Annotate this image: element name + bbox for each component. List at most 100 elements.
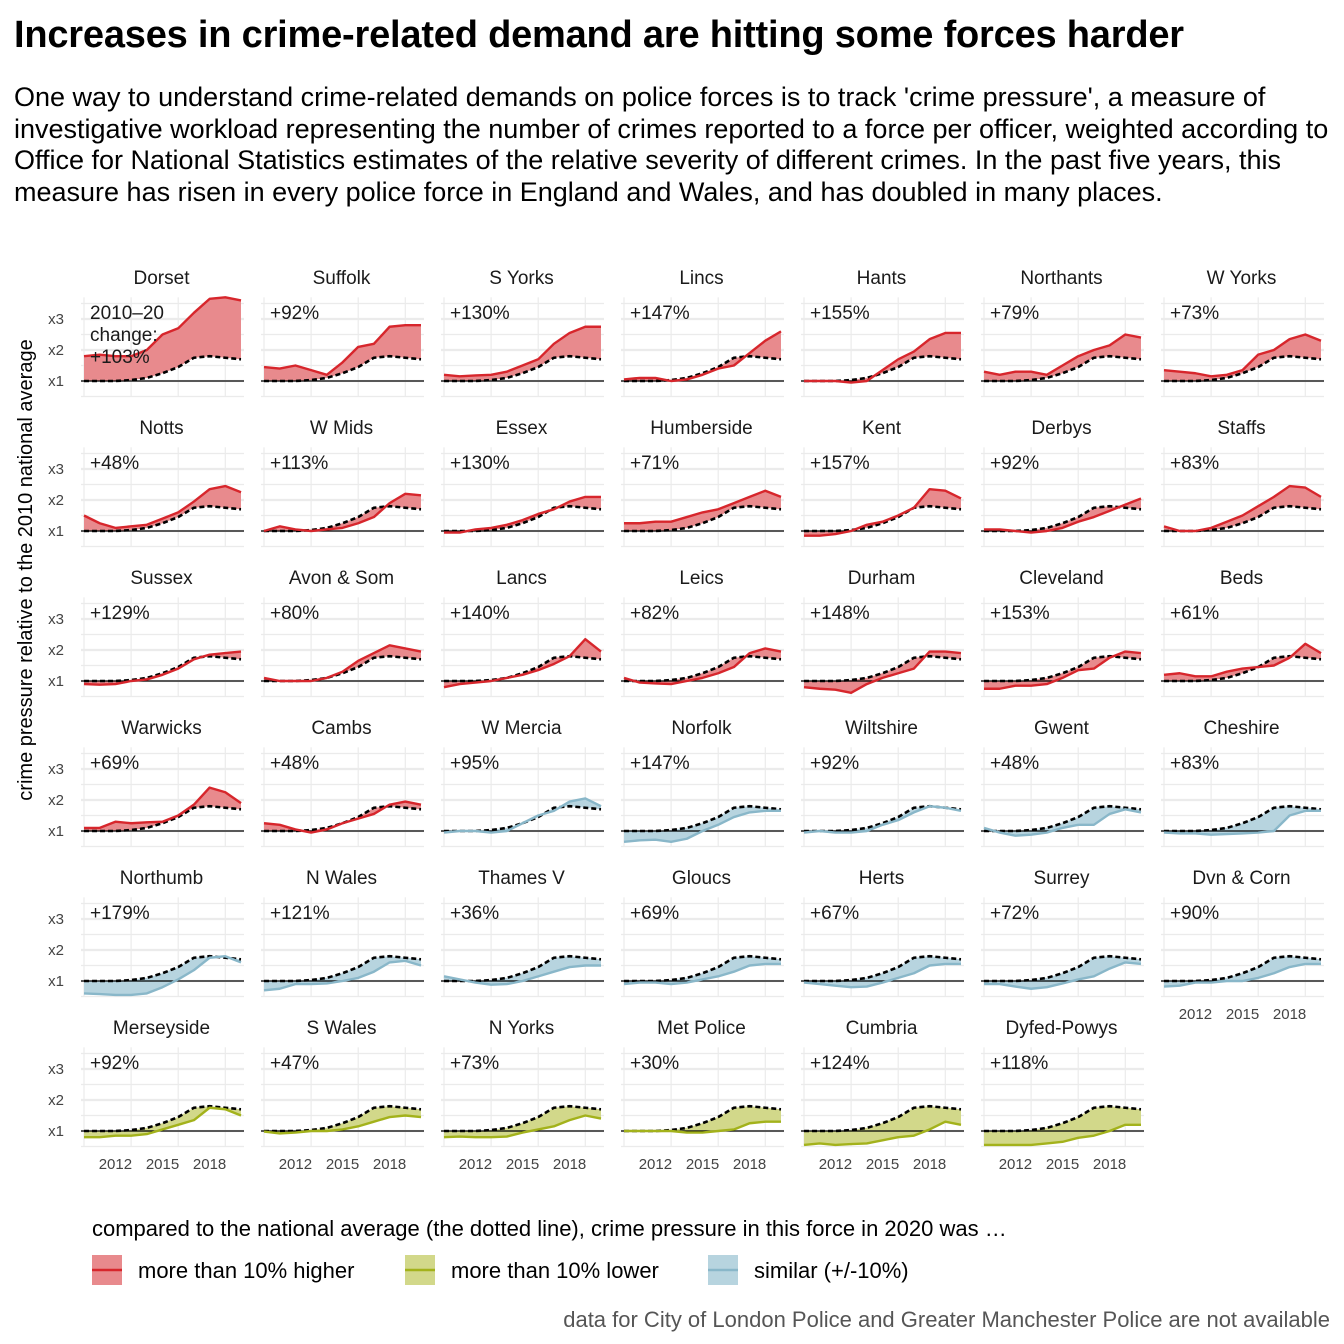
small-multiples-chart: crime pressure relative to the 2010 nati…: [15, 268, 1324, 1173]
difference-band-cheshire: [1164, 806, 1321, 835]
series-line-s-yorks: [443, 325, 601, 378]
legend-key-lower: [405, 1255, 435, 1285]
x-tick-label: 2015: [1226, 1006, 1259, 1023]
series-line-met-police: [624, 1120, 781, 1134]
x-tick-label: 2012: [639, 1156, 672, 1173]
national-average-line: [444, 354, 602, 383]
panel-title-gloucs: Gloucs: [672, 868, 731, 889]
x-tick-label: 2012: [279, 1156, 312, 1173]
panel-title-merseyside: Merseyside: [113, 1018, 210, 1039]
national-average-line: [264, 804, 422, 833]
series-line-gwent: [983, 808, 1142, 837]
national-average-line: [624, 954, 782, 983]
panel-title-w-yorks: W Yorks: [1207, 268, 1277, 289]
y-axis-title: crime pressure relative to the 2010 nati…: [15, 339, 37, 800]
y-tick-label: x1: [48, 1123, 64, 1140]
series-line-durham: [803, 650, 962, 694]
panel-title-norfolk: Norfolk: [671, 718, 732, 739]
change-label-w-mids: +113%: [270, 453, 328, 474]
y-tick-label: x2: [48, 1092, 64, 1109]
difference-band-gloucs: [624, 956, 781, 985]
change-label-lincs: +147%: [630, 303, 690, 324]
legend-label-lower: more than 10% lower: [451, 1258, 659, 1283]
y-tick-label: x2: [48, 642, 64, 659]
panel-title-gwent: Gwent: [1034, 718, 1090, 739]
y-tick-label: x3: [48, 1061, 64, 1078]
panel-title-thames-v: Thames V: [478, 868, 565, 889]
national-average-line: [264, 1104, 422, 1133]
difference-band-cumbria: [804, 1106, 961, 1145]
chart-subtitle: One way to understand crime-related dema…: [14, 82, 1329, 207]
x-tick-label: 2012: [1179, 1006, 1212, 1023]
series-line-lincs: [623, 330, 782, 383]
series-line-humberside: [624, 489, 782, 525]
panel-title-n-wales: N Wales: [306, 868, 377, 889]
change-label-gwent: +48%: [990, 753, 1039, 774]
national-average-line: [1164, 654, 1322, 683]
series-line-suffolk: [263, 324, 421, 376]
panel-title-n-yorks: N Yorks: [489, 1018, 554, 1039]
national-average-line: [84, 1104, 242, 1133]
change-label-note: change:: [90, 325, 158, 346]
legend-label-higher: more than 10% higher: [138, 1258, 355, 1283]
national-average-line: [624, 504, 782, 533]
difference-band-merseyside: [84, 1106, 241, 1138]
change-label-cambs: +48%: [270, 753, 319, 774]
difference-band-dorset: [84, 297, 241, 381]
series-line-northumb: [83, 955, 242, 997]
x-tick-label: 2012: [99, 1156, 132, 1173]
y-tick-label: x2: [48, 942, 64, 959]
panel-title-cleveland: Cleveland: [1019, 568, 1104, 589]
y-tick-label: x3: [48, 461, 64, 478]
difference-band-gwent: [984, 806, 1141, 836]
panel-title-lincs: Lincs: [679, 268, 723, 289]
y-tick-label: x1: [48, 523, 64, 540]
series-line-gloucs: [623, 962, 781, 986]
panel-title-staffs: Staffs: [1217, 418, 1265, 439]
x-tick-label: 2018: [1273, 1006, 1306, 1023]
national-average-line: [984, 354, 1142, 383]
x-tick-label: 2018: [733, 1156, 766, 1173]
change-label-dyfed-powys: +118%: [990, 1053, 1048, 1074]
change-label-norfolk: +147%: [630, 753, 690, 774]
series-line-cleveland: [984, 650, 1142, 690]
national-average-line: [804, 954, 962, 983]
panel-title-dorset: Dorset: [134, 268, 191, 289]
national-average-line: [624, 804, 782, 833]
change-label-durham: +148%: [810, 603, 870, 624]
panel-title-cambs: Cambs: [311, 718, 371, 739]
series-line-dvn-corn: [1163, 962, 1321, 988]
change-label-humberside: +71%: [630, 453, 679, 474]
national-average-line: [444, 504, 602, 533]
panel-title-w-mercia: W Mercia: [481, 718, 562, 739]
difference-band-s-yorks: [444, 326, 601, 381]
panel-title-notts: Notts: [139, 418, 183, 439]
national-average-line: [264, 504, 422, 533]
change-label-hants: +155%: [810, 303, 870, 324]
chart-caption: data for City of London Police and Great…: [563, 1307, 1330, 1332]
series-line-beds: [1163, 642, 1322, 678]
difference-band-dvn-corn: [1164, 956, 1321, 987]
panel-title-leics: Leics: [679, 568, 723, 589]
difference-band-warwicks: [84, 787, 241, 831]
x-tick-label: 2012: [999, 1156, 1032, 1173]
y-tick-label: x2: [48, 792, 64, 809]
national-average-line: [1164, 954, 1322, 983]
national-average-line: [84, 354, 242, 383]
series-line-northants: [983, 333, 1142, 376]
panel-title-essex: Essex: [496, 418, 548, 439]
series-line-dyfed-powys: [984, 1123, 1141, 1147]
x-tick-label: 2015: [1046, 1156, 1079, 1173]
panel-title-cumbria: Cumbria: [846, 1018, 918, 1039]
x-tick-label: 2015: [506, 1156, 539, 1173]
x-tick-label: 2018: [913, 1156, 946, 1173]
panel-title-northumb: Northumb: [120, 868, 203, 889]
difference-band-thames-v: [444, 956, 601, 985]
panel-title-avon-som: Avon & Som: [289, 568, 394, 589]
panel-title-s-wales: S Wales: [306, 1018, 376, 1039]
series-line-essex: [444, 495, 601, 534]
national-average-line: [984, 954, 1142, 983]
difference-band-durham: [804, 651, 961, 693]
panel-title-beds: Beds: [1220, 568, 1263, 589]
difference-band-met-police: [624, 1106, 781, 1133]
